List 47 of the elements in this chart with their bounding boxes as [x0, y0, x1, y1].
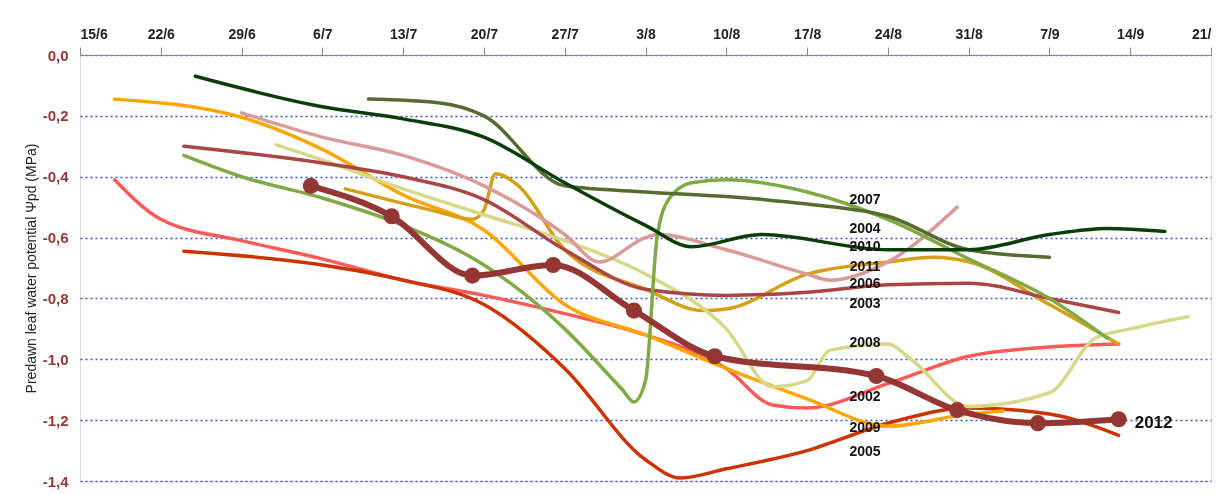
x-tick-label: 20/7 [470, 25, 499, 42]
x-tick-label: 22/6 [147, 25, 176, 42]
line-series [182, 153, 1109, 404]
y-tick-label: -1,0 [42, 350, 69, 368]
point [868, 367, 885, 385]
x-tick-label: 24/8 [874, 25, 903, 42]
annotation: 2008 [849, 334, 881, 350]
x-tick-label: 27/7 [551, 25, 580, 42]
y-tick-label: -0,4 [42, 168, 70, 186]
y-tick-label: -0,8 [42, 289, 69, 307]
y-tick-label: -0,6 [42, 229, 69, 247]
point [706, 348, 723, 365]
x-tick-label: 17/8 [793, 25, 822, 42]
point [302, 177, 319, 194]
x-tick-label: 29/6 [228, 25, 256, 42]
y-tick-label: 0,0 [47, 46, 69, 64]
point [949, 402, 966, 419]
point [545, 256, 562, 273]
line-series [193, 74, 1167, 252]
y-tick-label: -1,4 [42, 472, 70, 490]
line-series [274, 143, 1190, 409]
x-tick-label: 31/8 [955, 25, 983, 42]
series-label: 2012 [1134, 413, 1173, 433]
annotation: 2005 [849, 443, 881, 459]
line-series [366, 97, 1052, 260]
x-tick-label: 13/7 [390, 25, 418, 42]
line-series [182, 144, 1121, 315]
annotation: 2007 [849, 191, 881, 207]
y-tick-label: -1,2 [42, 411, 69, 429]
y-tick-label: -0,2 [42, 107, 69, 125]
x-tick-label: 15/6 [80, 25, 108, 42]
point [464, 267, 481, 284]
y-axis-title: Predawn leaf water potential Ψpd (MPa) [22, 143, 39, 394]
x-tick-label: 14/9 [1117, 25, 1145, 42]
line-series [182, 249, 1121, 480]
annotation: 2002 [849, 388, 881, 404]
x-tick-label: 21/ [1192, 25, 1212, 42]
x-tick-label: 10/8 [713, 25, 741, 42]
x-tick-label: 3/8 [636, 25, 656, 42]
point [1029, 415, 1046, 432]
annotation: 2004 [849, 220, 881, 236]
x-tick-label: 6/7 [313, 25, 333, 42]
annotation: 2003 [849, 295, 881, 311]
x-tick-label: 7/9 [1040, 25, 1060, 42]
point [1110, 411, 1127, 428]
point [383, 208, 400, 225]
point [625, 302, 643, 319]
